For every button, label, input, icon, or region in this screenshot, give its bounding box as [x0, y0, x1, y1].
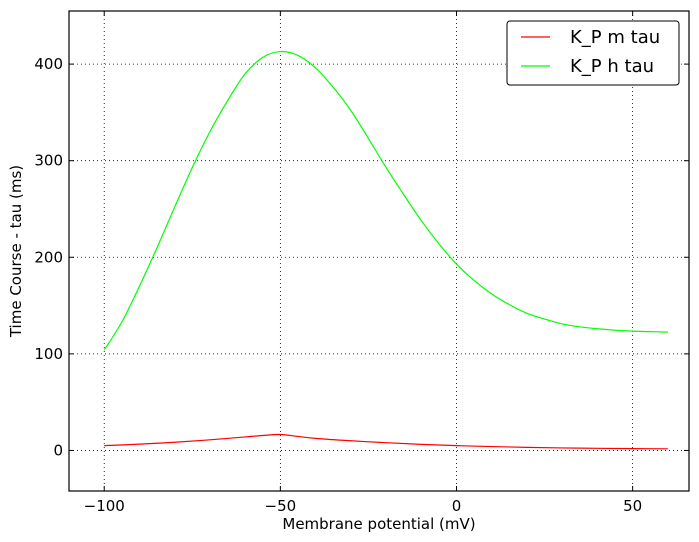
y-tick-label: 100 — [34, 345, 63, 363]
plot-area-frame — [68, 10, 690, 492]
series-line-k-p-m-tau — [104, 433, 668, 450]
x-tick-label: −50 — [265, 497, 297, 515]
axis-ticks: −100 −50 0 50 0 100 200 300 400 — [34, 11, 689, 515]
x-tick-label: 0 — [452, 497, 462, 515]
y-tick-label: 400 — [34, 55, 63, 73]
y-tick-label: 300 — [34, 152, 63, 170]
series-line-k-p-h-tau — [103, 50, 668, 351]
series-lines — [103, 50, 668, 450]
legend-label-k-p-m-tau: K_P m tau — [570, 27, 660, 48]
legend: K_P m tau K_P h tau — [506, 20, 680, 86]
x-tick-label: 50 — [623, 497, 642, 515]
y-tick-label: 0 — [53, 441, 63, 459]
legend-label-k-p-h-tau: K_P h tau — [570, 56, 654, 77]
y-tick-label: 200 — [34, 248, 63, 266]
y-axis-label: Time Course - tau (ms) — [7, 165, 25, 338]
x-tick-label: −100 — [84, 497, 125, 515]
x-axis-label: Membrane potential (mV) — [282, 515, 475, 533]
